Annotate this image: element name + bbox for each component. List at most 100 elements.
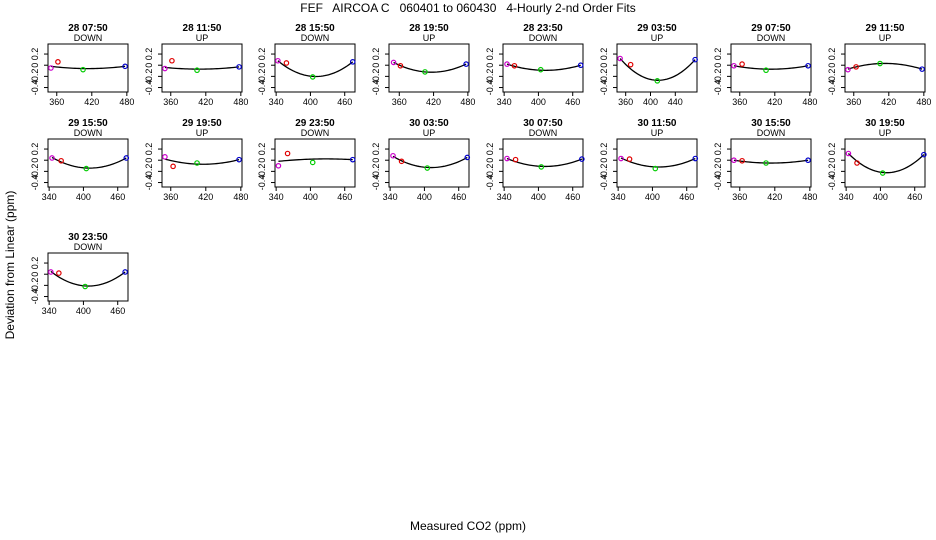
x-tick-label: 400 [531, 97, 546, 107]
y-tick-label: -0.2 [371, 69, 381, 85]
x-tick-label: 360 [618, 97, 633, 107]
x-tick-label: 340 [611, 192, 626, 202]
data-point [511, 62, 518, 69]
panel-title: 28 15:50 [295, 23, 335, 34]
x-tick-label: 340 [383, 192, 398, 202]
data-point [236, 64, 242, 70]
data-point [122, 269, 128, 275]
y-tick-label: 0.2 [599, 143, 609, 156]
y-tick-label: -0.2 [485, 164, 495, 180]
y-tick-label: 0 [713, 158, 723, 163]
data-point [55, 59, 61, 65]
y-tick-label: -0.4 [144, 80, 154, 96]
data-point [763, 67, 769, 74]
x-tick-label: 360 [49, 97, 64, 107]
data-point [537, 66, 544, 73]
y-tick-label: 0.2 [485, 48, 495, 61]
panel-frame [502, 138, 584, 188]
y-tick-label: 0 [30, 63, 40, 68]
x-tick-label: 340 [497, 97, 512, 107]
data-point [194, 67, 200, 74]
data-point [162, 154, 168, 160]
data-point [422, 69, 428, 75]
data-point [845, 66, 851, 73]
y-tick-label: 0.2 [144, 48, 154, 61]
x-tick-label: 420 [767, 192, 782, 202]
data-point [845, 150, 852, 157]
data-point [627, 61, 634, 68]
y-tick-label: 0 [485, 158, 495, 163]
y-tick-label: 0.2 [599, 48, 609, 61]
x-tick-label: 480 [233, 192, 248, 202]
x-tick-label: 440 [668, 97, 683, 107]
data-point [275, 162, 282, 169]
x-tick-label: 420 [84, 97, 99, 107]
data-point [123, 155, 130, 161]
y-tick-label: -0.4 [371, 175, 381, 191]
y-tick-label: 0.2 [371, 143, 381, 156]
fit-curve [50, 270, 126, 287]
y-tick-label: -0.2 [827, 69, 837, 85]
x-tick-label: 420 [426, 97, 441, 107]
x-tick-label: 360 [392, 97, 407, 107]
x-tick-label: 420 [881, 97, 896, 107]
y-tick-label: -0.2 [257, 69, 267, 85]
panel-title: 30 03:50 [409, 118, 449, 129]
panel-frame [388, 138, 470, 188]
y-tick-label: 0 [30, 158, 40, 163]
data-point [390, 59, 397, 66]
x-tick-label: 460 [565, 192, 580, 202]
panel-frame [274, 43, 356, 93]
data-point [652, 165, 659, 172]
panel-mode-label: DOWN [74, 128, 103, 138]
panel-frame [388, 43, 470, 93]
data-point [58, 157, 64, 164]
fit-curve [278, 158, 353, 162]
data-point [194, 160, 200, 166]
data-point [504, 61, 510, 67]
x-tick-label: 360 [163, 192, 178, 202]
y-tick-label: -0.2 [827, 164, 837, 180]
panel-mode-label: UP [651, 128, 664, 138]
panel-title: 30 15:50 [751, 118, 791, 129]
x-tick-label: 360 [732, 192, 747, 202]
x-tick-label: 400 [303, 192, 318, 202]
panel-title: 28 11:50 [183, 23, 222, 34]
panel-title: 29 11:50 [866, 23, 905, 34]
panel-frame [844, 138, 926, 188]
data-point [56, 270, 62, 276]
y-tick-label: -0.2 [713, 164, 723, 180]
data-point [805, 62, 811, 69]
y-tick-label: -0.4 [827, 175, 837, 191]
y-tick-label: 0.2 [144, 143, 154, 156]
x-tick-label: 400 [531, 192, 546, 202]
panel-mode-label: UP [879, 128, 892, 138]
y-tick-label: -0.2 [713, 69, 723, 85]
x-tick-label: 400 [76, 306, 91, 316]
y-tick-label: 0.2 [30, 143, 40, 156]
y-tick-label: 0 [371, 63, 381, 68]
data-point [877, 60, 883, 67]
y-tick-label: 0 [713, 63, 723, 68]
data-point [48, 65, 54, 71]
panel-mode-label: DOWN [757, 33, 786, 43]
data-point [463, 61, 469, 67]
panel-frame [274, 138, 356, 188]
y-tick-label: -0.2 [257, 164, 267, 180]
data-point [512, 156, 519, 163]
panel-mode-label: UP [196, 128, 209, 138]
y-tick-label: -0.4 [30, 175, 40, 191]
panel-mode-label: UP [651, 33, 664, 43]
x-tick-label: 480 [119, 97, 134, 107]
x-tick-label: 480 [802, 192, 817, 202]
panel-title: 30 11:50 [638, 118, 677, 129]
panel-frame [47, 252, 129, 302]
